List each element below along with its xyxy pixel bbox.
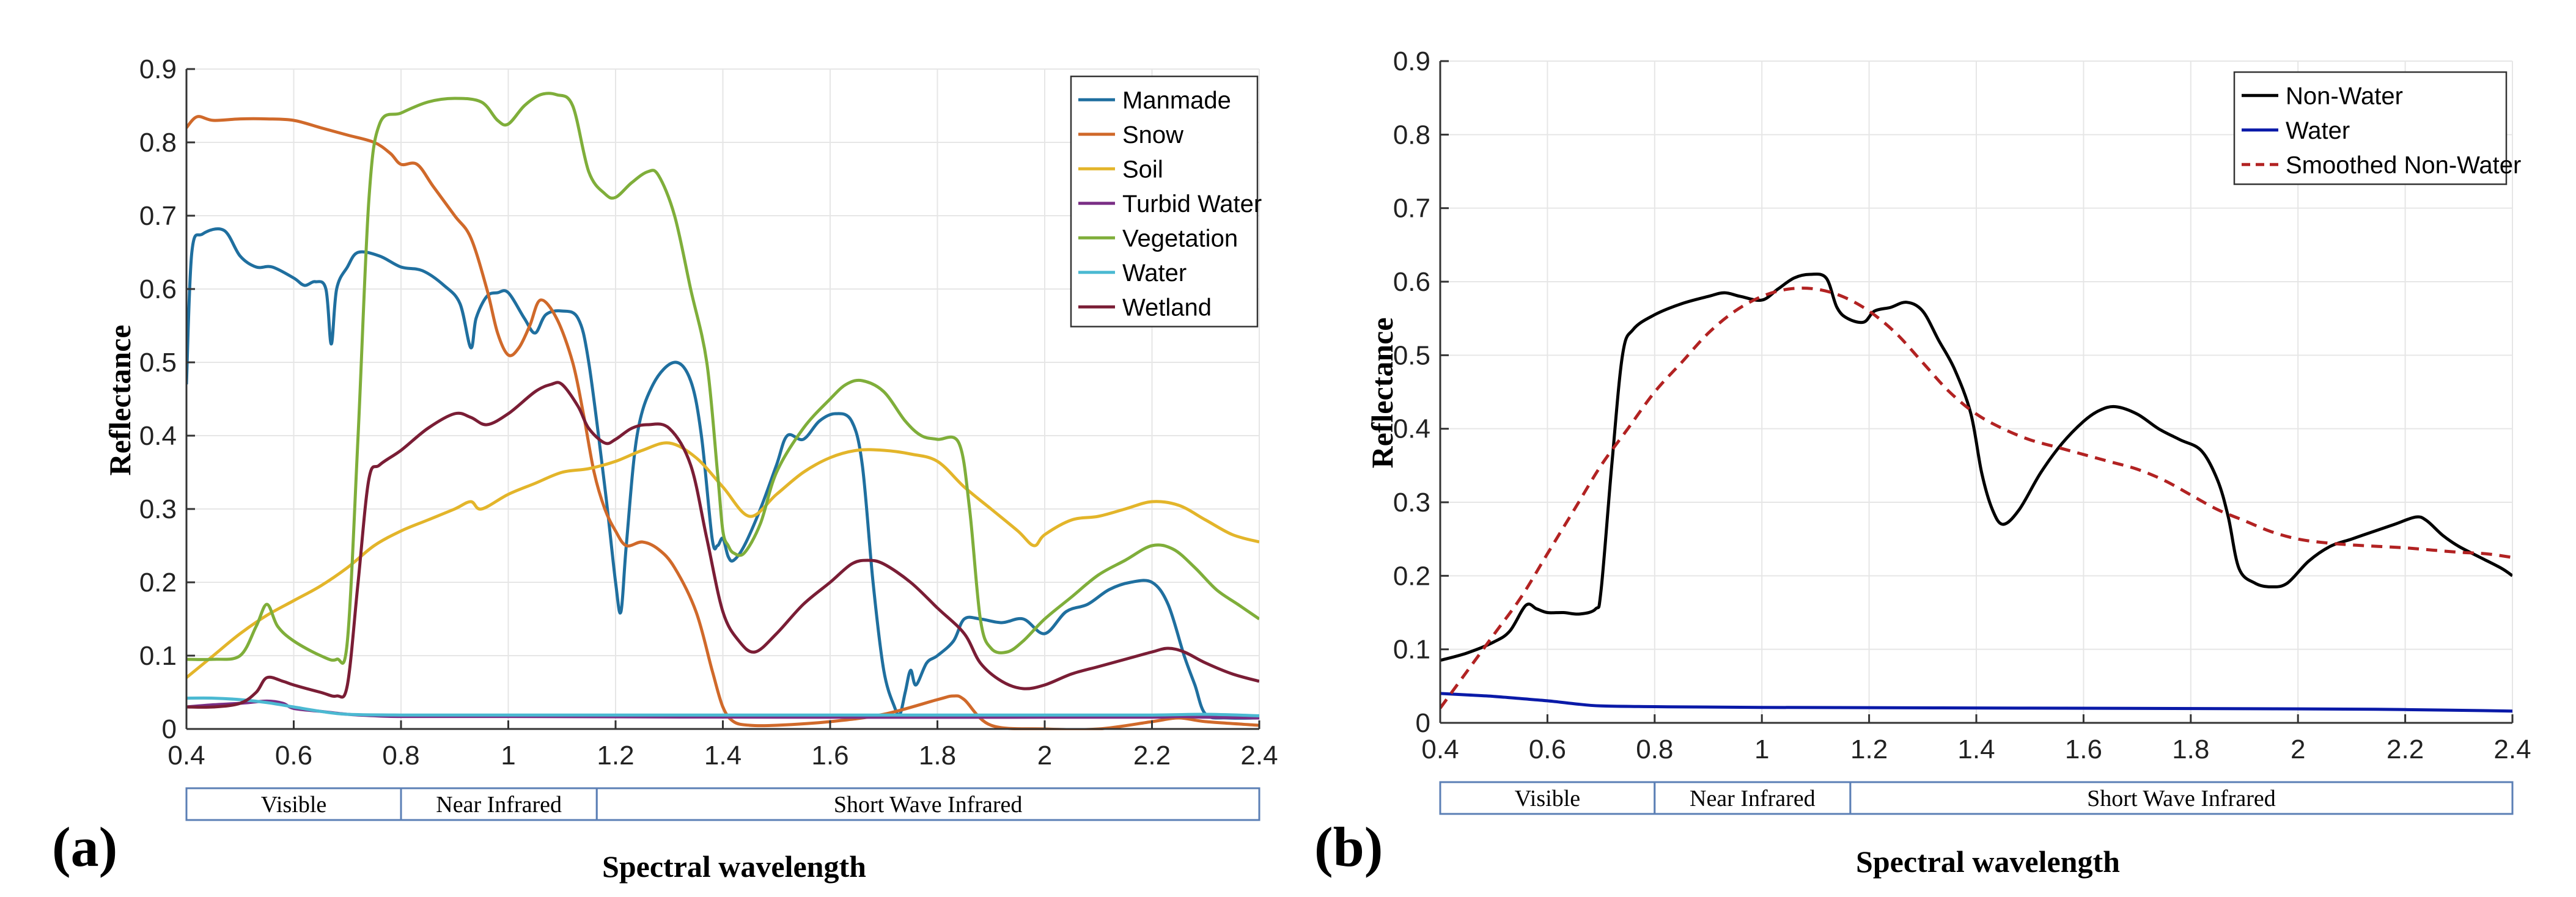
y-tick-label: 0.4: [1393, 414, 1430, 444]
legend-entry: Wetland: [1122, 294, 1212, 321]
x-tick-label: 0.8: [1636, 734, 1673, 764]
x-tick-label: 2.2: [2386, 734, 2424, 764]
x-tick-label: 1.2: [1850, 734, 1888, 764]
y-tick-label: 0.3: [139, 494, 177, 524]
y-tick-label: 0.6: [139, 274, 177, 304]
legend-a: Manmade Snow Soil Turbid Water Vegetation Wat…: [1070, 75, 1262, 328]
x-tick-label: 0.8: [382, 741, 419, 771]
y-tick-label: 0.9: [1393, 46, 1430, 76]
series-line-soil: [186, 441, 1259, 679]
x-tick-label: 2.2: [1133, 741, 1171, 771]
x-tick-label: 0.6: [1529, 734, 1566, 764]
x-tick-label: 1.4: [704, 741, 742, 771]
legend-entry: Snow: [1122, 122, 1183, 148]
y-tick-label: 0: [1416, 708, 1430, 738]
legend-entry: Water: [1122, 260, 1187, 287]
panel-label-a: (a): [52, 816, 117, 878]
chart-panel-a: 0.4 0.6 0.8 1 1.2 1.4 1.6 1.8 2 2.2 2.4 0 0.1 0.2 0.3 0…: [52, 54, 1278, 884]
y-tick-label: 0.8: [1393, 120, 1430, 150]
legend-entry: Non-Water: [2286, 82, 2403, 109]
region-box: [185, 787, 402, 821]
y-tick-label: 0.9: [139, 54, 177, 84]
series-line-water: [1440, 692, 2512, 713]
x-tick-label: 2.4: [1240, 741, 1278, 771]
region-label: Short Wave Infrared: [834, 792, 1023, 818]
region-label: Visible: [1515, 786, 1581, 811]
spectral-regions-a: Visible Near Infrared Short Wave Infrared: [185, 787, 1260, 821]
legend-entry: Soil: [1122, 156, 1163, 183]
x-tick-label: 1.2: [597, 741, 634, 771]
y-axis-label-b: Reflectance: [1365, 317, 1399, 468]
x-tick-label: 1: [1754, 734, 1769, 764]
region-box: [595, 787, 1260, 821]
region-box: [1439, 781, 1656, 815]
x-axis-label-a: Spectral wavelength: [602, 849, 866, 884]
region-label: Near Infrared: [1690, 786, 1816, 811]
chart-panel-b: 0.4 0.6 0.8 1 1.2 1.4 1.6 1.8 2 2.2 2.4 0 0.1 0.2 0.3 0…: [1314, 46, 2531, 879]
x-tick-label: 0.6: [275, 741, 312, 771]
y-axis-label-a: Reflectance: [103, 324, 137, 475]
series-line-snow: [186, 115, 1259, 730]
panel-label-b: (b): [1314, 816, 1383, 878]
spectral-regions-b: Visible Near Infrared Short Wave Infrared: [1439, 781, 2514, 815]
x-tick-label: 0.4: [167, 741, 205, 771]
y-tick-label: 0.2: [1393, 561, 1430, 591]
y-tick-label: 0: [162, 714, 177, 744]
legend-entry: Manmade: [1122, 87, 1231, 114]
y-tick-label: 0.8: [139, 128, 177, 158]
y-tick-label: 0.5: [1393, 340, 1430, 370]
series-line-vegetation: [186, 92, 1259, 665]
region-label: Visible: [261, 792, 327, 818]
legend-entry: Vegetation: [1122, 225, 1238, 252]
y-tick-label: 0.2: [139, 568, 177, 598]
y-tick-label: 0.7: [1393, 194, 1430, 224]
legend-box: [2233, 71, 2508, 185]
y-tick-label: 0.4: [139, 421, 177, 451]
series-line-smoothed-non-water: [1440, 287, 2512, 709]
x-tick-label: 1.6: [811, 741, 848, 771]
y-tick-label: 0.1: [1393, 635, 1430, 665]
region-label: Near Infrared: [436, 792, 562, 818]
region-box: [400, 787, 598, 821]
y-tick-label: 0.5: [139, 348, 177, 378]
series-line-wetland: [186, 381, 1259, 709]
legend-box: [1070, 75, 1259, 328]
x-tick-label: 1.4: [1957, 734, 1995, 764]
x-tick-label: 1: [501, 741, 515, 771]
x-tick-label: 2.4: [2493, 734, 2531, 764]
y-tick-label: 0.1: [139, 641, 177, 671]
legend-entry: Smoothed Non-Water: [2286, 152, 2521, 178]
y-tick-label: 0.7: [139, 201, 177, 231]
series-line-non-water: [1440, 273, 2512, 662]
y-tick-label: 0.3: [1393, 488, 1430, 518]
y-tick-label: 0.6: [1393, 267, 1430, 297]
x-tick-label: 2: [1037, 741, 1052, 771]
legend-b: Non-Water Water Smoothed Non-Water: [2233, 71, 2521, 185]
x-tick-label: 0.4: [1421, 734, 1459, 764]
legend-entry: Turbid Water: [1122, 191, 1262, 218]
region-box: [1849, 781, 2514, 815]
x-tick-label: 1.6: [2065, 734, 2102, 764]
legend-entry: Water: [2286, 117, 2350, 144]
x-axis-label-b: Spectral wavelength: [1856, 844, 2120, 879]
x-tick-label: 1.8: [2172, 734, 2209, 764]
x-tick-label: 1.8: [919, 741, 956, 771]
series-line-water: [186, 696, 1259, 717]
x-tick-label: 2: [2291, 734, 2305, 764]
region-label: Short Wave Infrared: [2087, 786, 2276, 811]
